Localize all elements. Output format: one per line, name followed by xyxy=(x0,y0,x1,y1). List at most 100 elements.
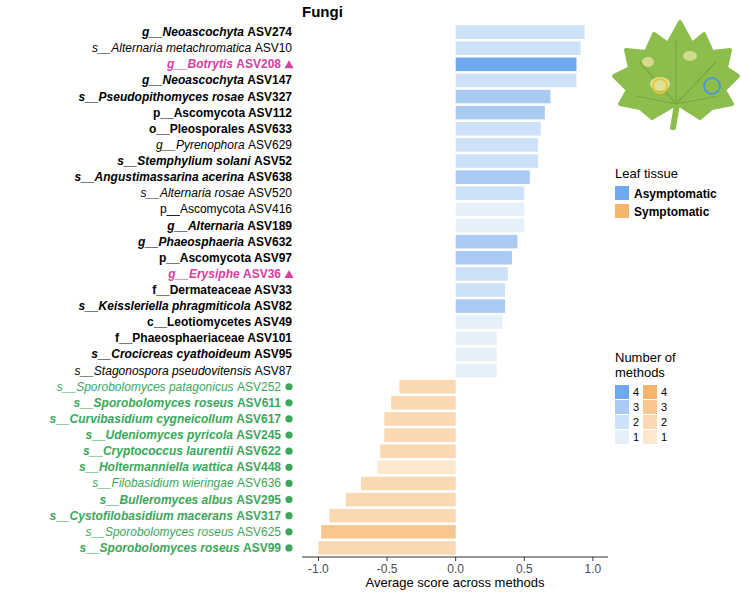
bar xyxy=(456,25,585,39)
legend-label: 3 xyxy=(661,401,667,413)
legend-label: Symptomatic xyxy=(634,205,710,219)
bar xyxy=(456,138,538,152)
x-tick-label: 0.0 xyxy=(447,562,464,576)
category-label: p__Ascomycota ASV97 xyxy=(159,251,292,265)
bar xyxy=(456,299,505,313)
bar xyxy=(456,74,577,88)
category-label: g__Erysiphe ASV36 xyxy=(167,267,281,281)
legend-label: 2 xyxy=(633,416,639,428)
category-label: g__Botrytis ASV208 xyxy=(166,57,281,71)
bar xyxy=(456,170,530,184)
category-label: s__Sporobolomyces roseus ASV99 xyxy=(80,541,282,555)
x-tick-label: 1.0 xyxy=(585,562,602,576)
bar xyxy=(456,283,505,297)
legend-label: 4 xyxy=(633,386,639,398)
category-label: p__Ascomycota ASV112 xyxy=(153,106,292,120)
category-label: s__Stagonospora pseudovitensis ASV87 xyxy=(75,364,293,378)
category-label: o__Pleosporales ASV633 xyxy=(149,122,292,136)
category-label: g__Neoascochyta ASV147 xyxy=(141,73,292,87)
legend-label: 1 xyxy=(633,431,639,443)
category-label: s__Alternaria metachromatica ASV10 xyxy=(92,41,292,55)
highlight-marker xyxy=(285,415,292,422)
legend-swatch xyxy=(643,385,657,399)
legend-swatch xyxy=(615,415,629,429)
category-label: s__Sporobolomyces patagonicus ASV252 xyxy=(57,380,281,394)
x-axis-line xyxy=(302,557,608,558)
category-label: g__Neoascochyta ASV274 xyxy=(141,25,292,39)
bar xyxy=(456,41,581,55)
bar xyxy=(391,396,455,410)
category-label: s__Sporobolomyces roseus ASV625 xyxy=(86,525,282,539)
highlight-marker xyxy=(285,480,292,487)
legend-title: Leaf tissue xyxy=(615,166,678,181)
highlight-marker xyxy=(285,544,292,551)
bar xyxy=(377,461,455,475)
highlight-marker xyxy=(285,399,292,406)
category-label: g__Alternaria ASV189 xyxy=(166,219,292,233)
bar xyxy=(456,267,508,281)
category-label: s__Cryptococcus laurentii ASV622 xyxy=(83,444,281,458)
legend-label: 3 xyxy=(633,401,639,413)
chart: Fungi g__Neoascochyta ASV274 s__Alternaria… xyxy=(0,0,742,593)
highlight-marker xyxy=(285,496,292,503)
leaf-illustration xyxy=(614,22,738,128)
bar xyxy=(456,364,497,378)
x-tick-label: -0.5 xyxy=(377,562,398,576)
category-label: s__Sporobolomyces roseus ASV611 xyxy=(74,396,282,410)
x-tick xyxy=(524,557,525,561)
bar xyxy=(456,332,497,346)
bar xyxy=(456,203,525,217)
category-label: p__Ascomycota ASV416 xyxy=(160,202,292,216)
highlight-marker xyxy=(285,448,292,455)
bar xyxy=(321,525,455,539)
highlight-marker xyxy=(285,270,294,278)
bar xyxy=(456,187,525,201)
category-label: c__Leotiomycetes ASV49 xyxy=(147,315,292,329)
title: Fungi xyxy=(302,3,343,20)
bar xyxy=(329,509,455,523)
legend-swatch xyxy=(615,400,629,414)
legend-swatch xyxy=(643,415,657,429)
highlight-marker xyxy=(285,464,292,471)
highlight-marker xyxy=(285,60,294,68)
bar xyxy=(456,106,545,120)
category-label: f__Dermateaceae ASV33 xyxy=(152,283,292,297)
category-label: g__Pyrenophora ASV629 xyxy=(156,138,292,152)
x-tick xyxy=(592,557,593,561)
bar xyxy=(346,493,456,507)
bar xyxy=(399,380,455,394)
category-label: s__Keissleriella phragmiticola ASV82 xyxy=(79,299,293,313)
category-label: s__Crocicreas cyathoideum ASV95 xyxy=(91,347,292,361)
legend-label: 4 xyxy=(661,386,667,398)
bar xyxy=(456,90,551,104)
bar xyxy=(456,58,577,72)
legend-title: Number of methods xyxy=(615,350,679,380)
legend-swatch xyxy=(643,430,657,444)
category-label: s__Alternaria rosae ASV520 xyxy=(141,186,293,200)
category-label: s__Holtermanniella wattica ASV448 xyxy=(79,460,281,474)
legend-swatch xyxy=(615,186,629,200)
bar xyxy=(456,122,541,136)
category-label: g__Phaeosphaeria ASV632 xyxy=(137,235,292,249)
highlight-marker xyxy=(285,528,292,535)
bar xyxy=(456,348,497,362)
x-tick-label: 0.5 xyxy=(516,562,533,576)
category-label: s__Bulleromyces albus ASV295 xyxy=(100,493,282,507)
category-label: f__Phaeosphaeriaceae ASV101 xyxy=(115,331,292,345)
legend-swatch xyxy=(615,385,629,399)
highlight-marker xyxy=(285,431,292,438)
bar xyxy=(456,235,518,249)
category-label: s__Filobasidium wieringae ASV636 xyxy=(92,476,281,490)
category-label: s__Udeniomyces pyricola ASV245 xyxy=(86,428,282,442)
x-tick-label: -1.0 xyxy=(308,562,329,576)
bar xyxy=(456,315,503,329)
category-label: s__Stemphylium solani ASV52 xyxy=(117,154,292,168)
legend-label: 1 xyxy=(661,431,667,443)
category-label: s__Curvibasidium cygneicollum ASV617 xyxy=(50,412,282,426)
bars xyxy=(318,25,584,554)
highlight-marker xyxy=(285,383,292,390)
legend-swatch xyxy=(615,430,629,444)
category-label: s__Pseudopithomyces rosae ASV327 xyxy=(79,90,293,104)
bar xyxy=(380,444,455,458)
bar xyxy=(456,251,512,265)
